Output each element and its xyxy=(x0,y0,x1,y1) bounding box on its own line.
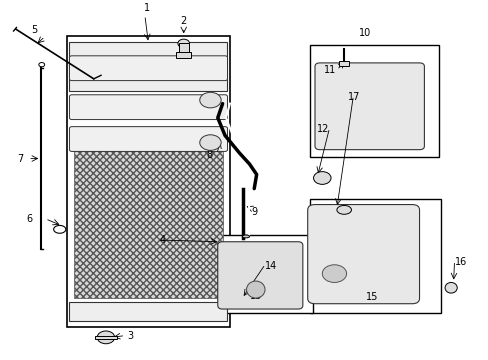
Bar xyxy=(67,36,229,327)
Circle shape xyxy=(178,39,189,48)
Circle shape xyxy=(322,265,346,283)
Ellipse shape xyxy=(444,283,456,293)
Circle shape xyxy=(97,331,115,344)
Bar xyxy=(339,61,348,67)
FancyBboxPatch shape xyxy=(69,56,227,81)
Bar xyxy=(309,199,441,312)
FancyBboxPatch shape xyxy=(69,127,227,152)
Bar xyxy=(179,44,188,54)
Ellipse shape xyxy=(246,281,264,298)
Text: 13: 13 xyxy=(249,291,262,301)
Bar xyxy=(74,147,222,298)
Text: 17: 17 xyxy=(347,92,359,102)
Bar xyxy=(176,52,191,58)
Ellipse shape xyxy=(336,206,351,214)
Bar xyxy=(217,235,312,312)
Text: 3: 3 xyxy=(126,330,133,341)
Text: 2: 2 xyxy=(180,16,186,26)
FancyBboxPatch shape xyxy=(307,204,419,304)
Text: 8: 8 xyxy=(206,150,212,160)
Bar xyxy=(69,302,227,321)
Text: 15: 15 xyxy=(365,292,377,302)
FancyBboxPatch shape xyxy=(217,242,302,309)
Text: 12: 12 xyxy=(316,124,328,134)
Circle shape xyxy=(313,172,330,184)
Bar xyxy=(69,42,227,91)
Ellipse shape xyxy=(242,235,249,238)
Text: 14: 14 xyxy=(265,261,277,271)
FancyBboxPatch shape xyxy=(69,95,227,120)
Circle shape xyxy=(200,135,221,150)
Text: 16: 16 xyxy=(454,257,466,267)
Text: 4: 4 xyxy=(159,235,165,245)
Text: 9: 9 xyxy=(251,207,257,217)
Text: 10: 10 xyxy=(358,28,370,38)
Bar xyxy=(309,45,438,157)
FancyBboxPatch shape xyxy=(314,63,424,150)
Text: 5: 5 xyxy=(31,24,38,35)
Text: 7: 7 xyxy=(17,153,23,163)
Text: 6: 6 xyxy=(26,214,33,224)
Circle shape xyxy=(200,92,221,108)
Text: 11: 11 xyxy=(323,65,335,75)
Bar xyxy=(95,336,116,339)
Text: 1: 1 xyxy=(144,3,150,13)
